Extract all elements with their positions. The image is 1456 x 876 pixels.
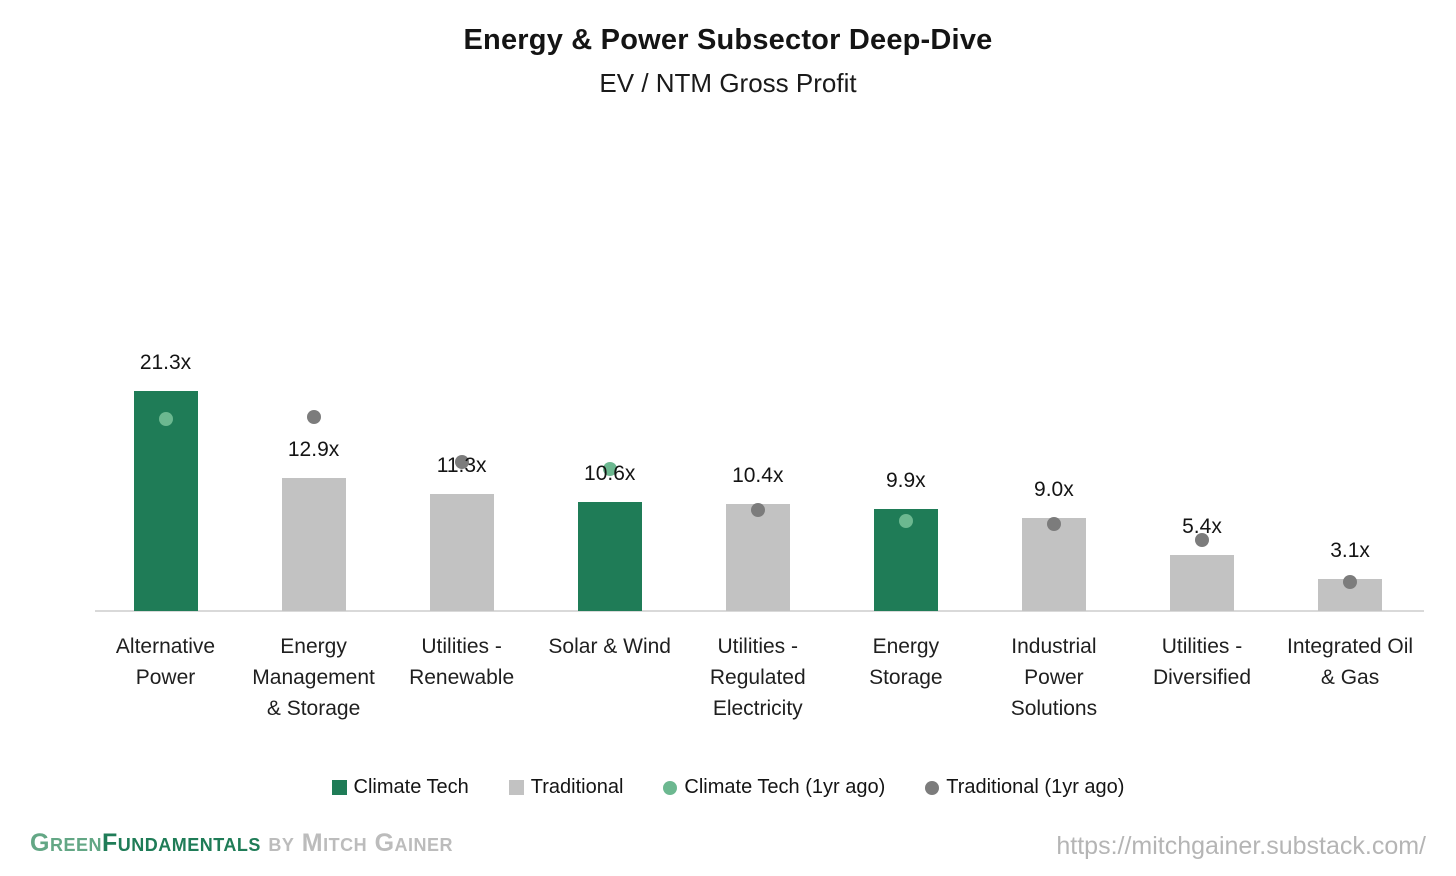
chart-subtitle: EV / NTM Gross Profit xyxy=(599,68,857,98)
brand-wordmark: GreenFundamentals by Mitch Gainer xyxy=(30,829,453,858)
legend-item-traditional: Traditional xyxy=(508,776,624,799)
bar-utilities-diversified xyxy=(1169,555,1234,611)
legend-item-traditional-1yr-ago: Traditional (1yr ago) xyxy=(925,776,1124,799)
value-label-industrial-power-solutions: 9.0x xyxy=(1034,478,1074,502)
legend: Climate Tech Traditional Climate Tech (1yr… xyxy=(0,776,1456,799)
legend-circle-icon xyxy=(925,780,940,795)
category-label-energy-storage: Energy Storage xyxy=(869,635,943,689)
category-label-industrial-power-solutions: Industrial Power Solutions xyxy=(1010,635,1098,720)
dot-1yr-energy-management-storage xyxy=(306,409,321,424)
category-label-integrated-oil-gas: Integrated Oil & Gas xyxy=(1287,635,1414,689)
brand-segment: Green xyxy=(30,829,102,857)
value-label-utilities-diversified: 5.4x xyxy=(1182,515,1222,539)
brand-segment: by Mitch Gainer xyxy=(260,829,454,857)
bar-energy-management-storage xyxy=(281,477,346,611)
category-label-solar-wind: Solar & Wind xyxy=(548,635,671,658)
bar-utilities-regulated-electricity xyxy=(725,503,790,611)
bar-utilities-renewable xyxy=(429,494,494,611)
category-label-energy-management-storage: Energy Management & Storage xyxy=(252,635,375,720)
category-label-utilities-regulated-electricity: Utilities - Regulated Electricity xyxy=(709,635,806,720)
category-label-utilities-renewable: Utilities - Renewable xyxy=(409,635,515,689)
dot-1yr-utilities-diversified xyxy=(1194,532,1209,547)
footer-url: https://mitchgainer.substack.com/ xyxy=(1056,832,1426,860)
bar-alternative-power xyxy=(133,390,198,611)
value-label-energy-storage: 9.9x xyxy=(885,468,926,492)
legend-label: Climate Tech (1yr ago) xyxy=(684,776,886,798)
value-label-utilities-renewable: 11.3x xyxy=(436,454,487,478)
legend-square-icon xyxy=(508,780,524,795)
chart-title: Energy & Power Subsector Deep-Dive xyxy=(463,24,993,56)
value-label-alternative-power: 21.3x xyxy=(139,350,192,374)
category-label-utilities-diversified: Utilities - Diversified xyxy=(1152,635,1251,689)
value-label-integrated-oil-gas: 3.1x xyxy=(1330,538,1370,562)
dot-1yr-utilities-regulated-electricity xyxy=(750,502,765,517)
category-label-alternative-power: Alternative Power xyxy=(115,635,216,689)
dot-1yr-industrial-power-solutions xyxy=(1046,517,1061,532)
dot-1yr-alternative-power xyxy=(158,411,173,426)
legend-label: Traditional xyxy=(530,776,624,798)
legend-item-climate-tech: Climate Tech xyxy=(331,776,469,799)
value-label-utilities-regulated-electricity: 10.4x xyxy=(732,463,784,487)
brand-segment: Fundamentals xyxy=(101,829,261,857)
legend-square-icon xyxy=(331,780,347,795)
x-axis-line xyxy=(95,610,1424,612)
legend-circle-icon xyxy=(663,780,678,795)
legend-label: Traditional (1yr ago) xyxy=(946,776,1125,798)
bar-industrial-power-solutions xyxy=(1021,518,1086,611)
legend-item-climate-tech-1yr-ago: Climate Tech (1yr ago) xyxy=(663,776,885,799)
dot-1yr-solar-wind xyxy=(602,462,617,477)
legend-label: Climate Tech xyxy=(353,776,469,798)
value-label-energy-management-storage: 12.9x xyxy=(287,437,340,461)
dot-1yr-integrated-oil-gas xyxy=(1343,575,1358,590)
dot-1yr-utilities-renewable xyxy=(454,455,469,470)
dot-1yr-energy-storage xyxy=(898,514,913,529)
bar-solar-wind xyxy=(577,501,642,611)
value-label-solar-wind: 10.6x xyxy=(584,461,636,485)
